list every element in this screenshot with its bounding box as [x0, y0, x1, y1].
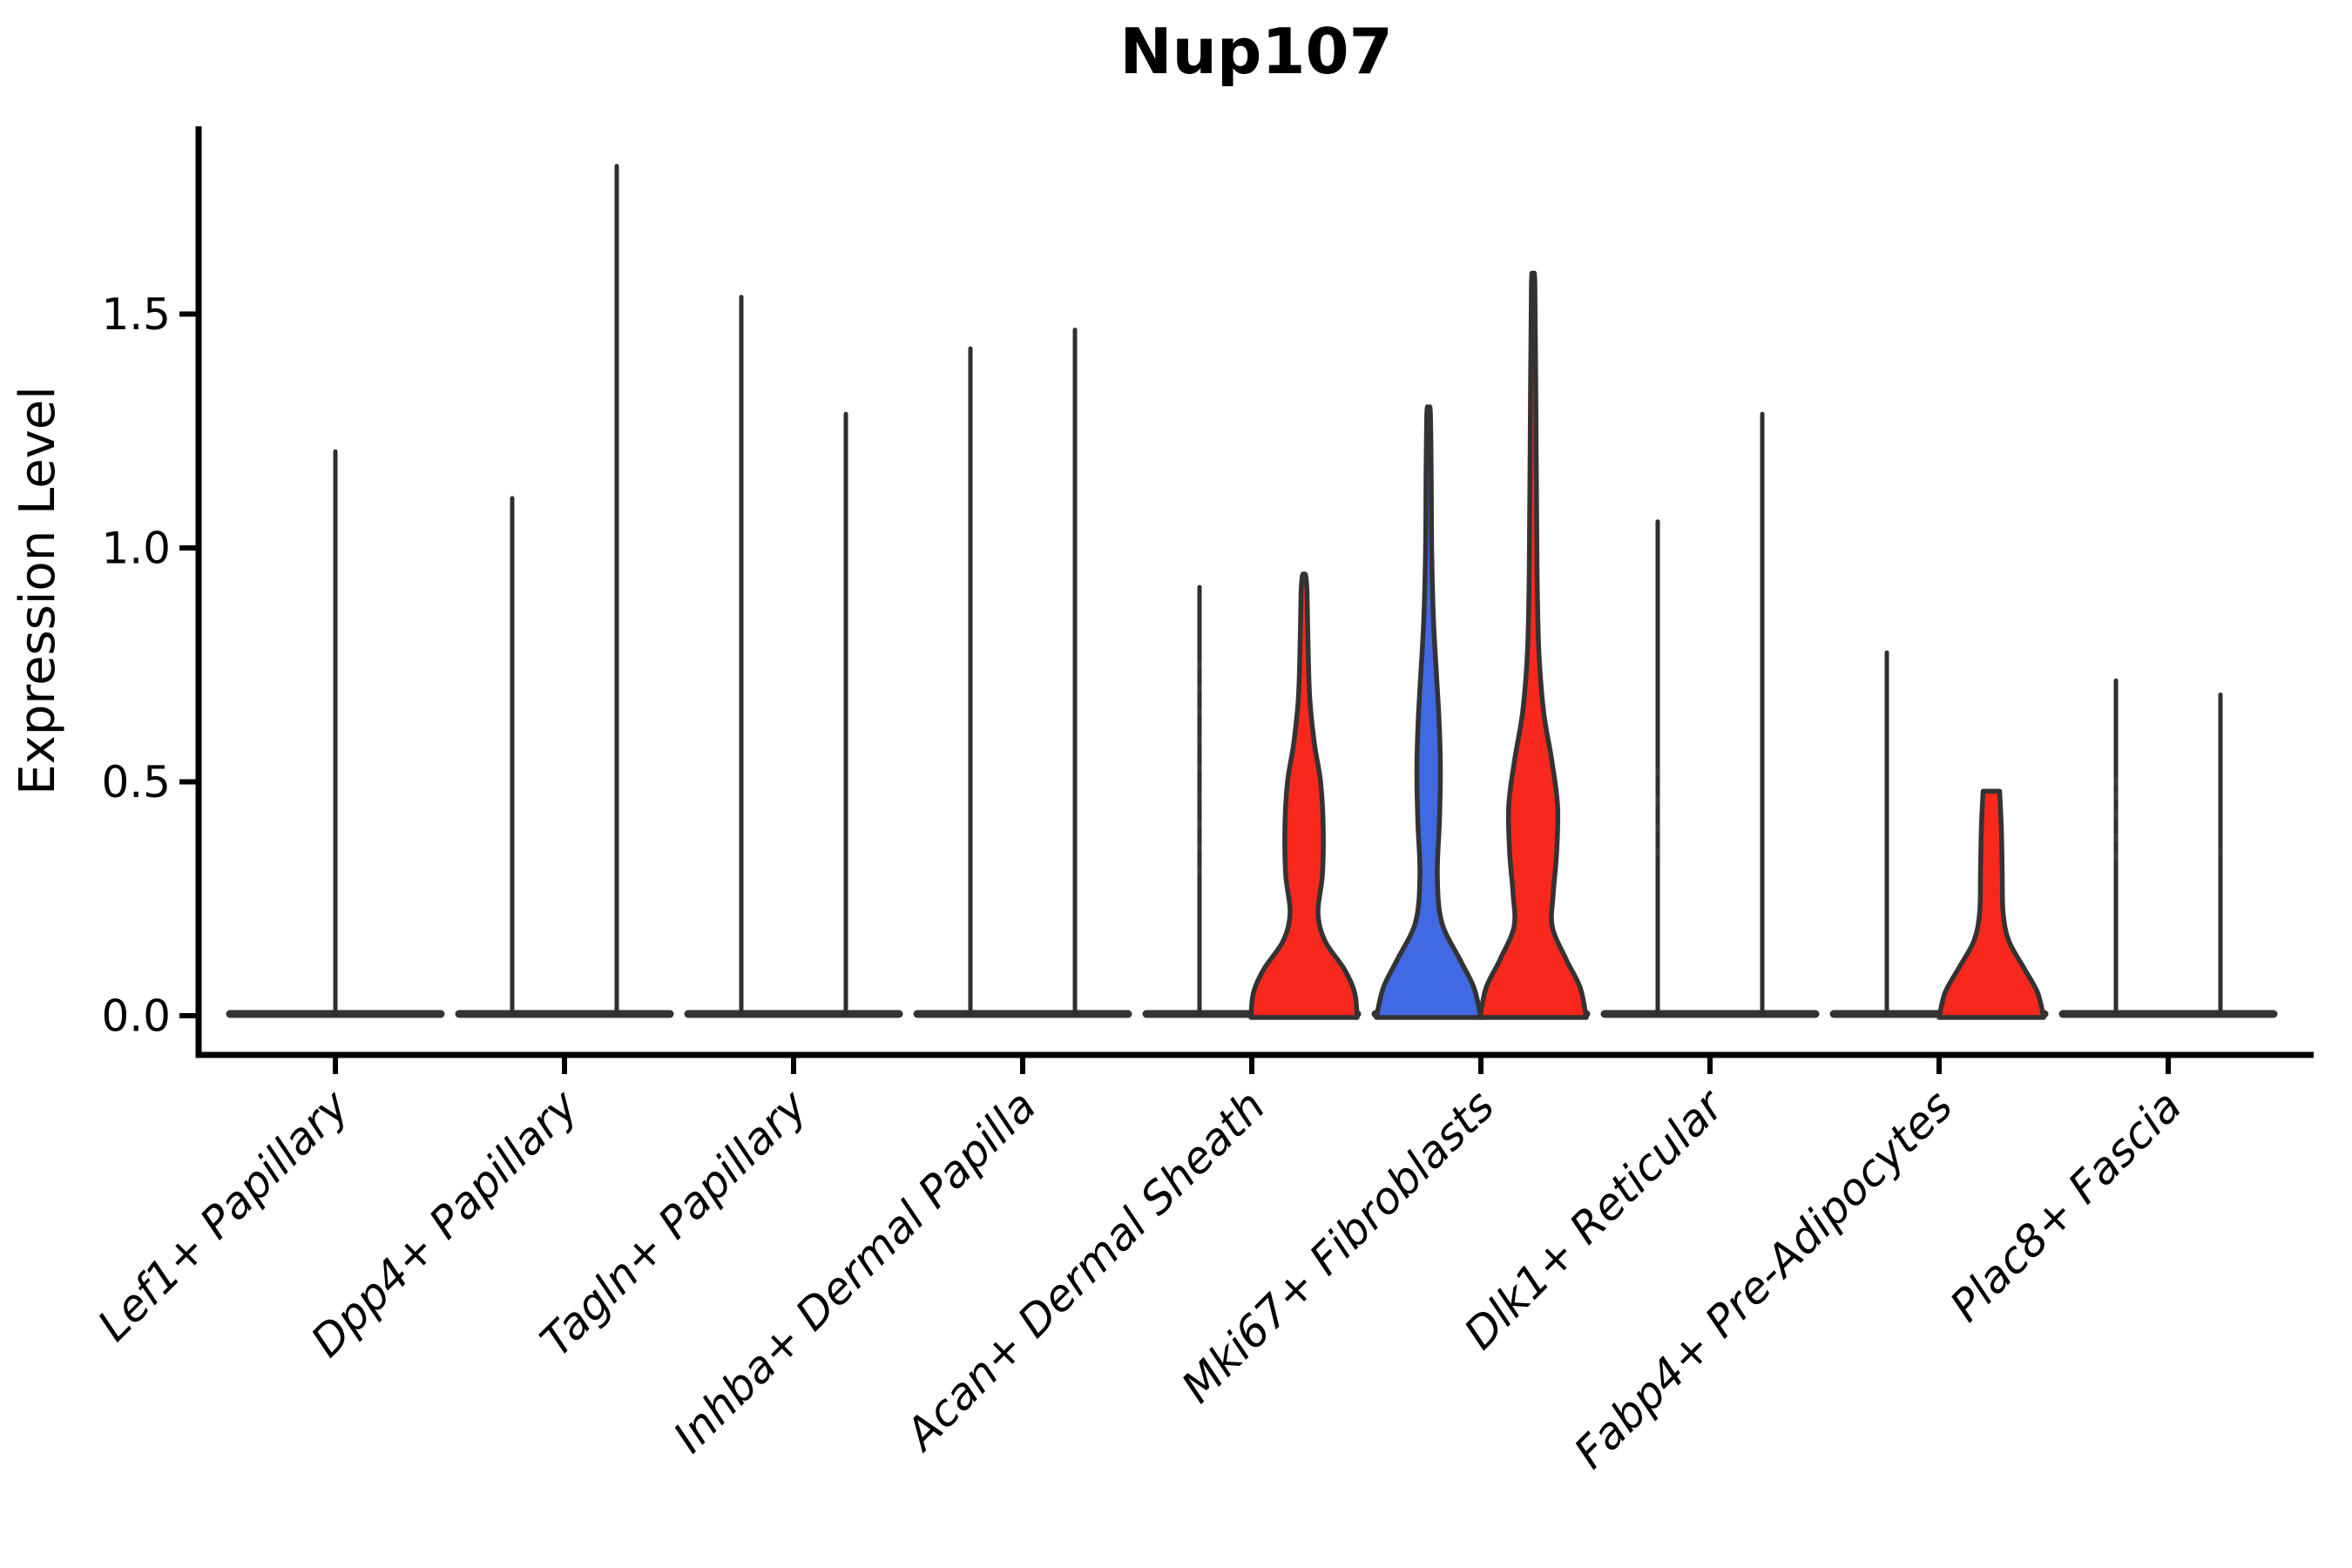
y-tick-label: 1.5 — [101, 289, 171, 340]
x-tick-label: Plac8+ Fascia — [1941, 1080, 2192, 1331]
cell-point-mark — [2113, 791, 2119, 801]
y-tick-label: 0.5 — [101, 757, 171, 808]
cell-point-mark — [1197, 791, 1202, 801]
x-tick-label: Fabp4+ Pre-Adipocytes — [1565, 1080, 1963, 1478]
x-tick-label: Acan+ Dermal Sheath — [895, 1080, 1275, 1461]
y-tick-label: 1.0 — [101, 524, 171, 574]
cell-point-mark — [2218, 848, 2223, 857]
cell-point-mark — [1197, 763, 1202, 773]
cell-point-mark — [1655, 848, 1660, 857]
cell-point-mark — [1197, 842, 1202, 852]
cell-point-mark — [1197, 706, 1202, 716]
cell-point-mark — [1655, 795, 1660, 805]
cell-point-mark — [1655, 767, 1660, 777]
cell-point-mark — [1197, 684, 1202, 693]
cell-point-mark — [1197, 866, 1202, 875]
violin-red — [1936, 788, 2046, 1020]
cell-point-mark — [1197, 735, 1202, 745]
y-tick-label: 0.0 — [101, 991, 171, 1042]
cell-point-mark — [1197, 660, 1202, 670]
cell-point-mark — [1197, 819, 1202, 828]
cell-point-mark — [2113, 810, 2119, 820]
cell-point-mark — [1655, 824, 1660, 834]
x-tick-label: Lef1+ Papillary — [88, 1079, 359, 1350]
y-axis-label: Expression Level — [10, 386, 66, 795]
violin-blue — [1374, 404, 1484, 1020]
violin-red — [1248, 571, 1360, 1020]
cell-point-mark — [2113, 833, 2119, 842]
violins-layer — [333, 164, 2223, 1020]
cell-point-mark — [2113, 852, 2119, 862]
chart-title: Nup107 — [1119, 15, 1392, 88]
axes-layer — [179, 126, 2314, 1074]
axis-spines — [195, 126, 2314, 1058]
cell-point-mark — [2113, 777, 2119, 787]
x-tick-label: Inhba+ Dermal Papilla — [664, 1080, 1045, 1462]
violin-red — [1477, 270, 1589, 1020]
